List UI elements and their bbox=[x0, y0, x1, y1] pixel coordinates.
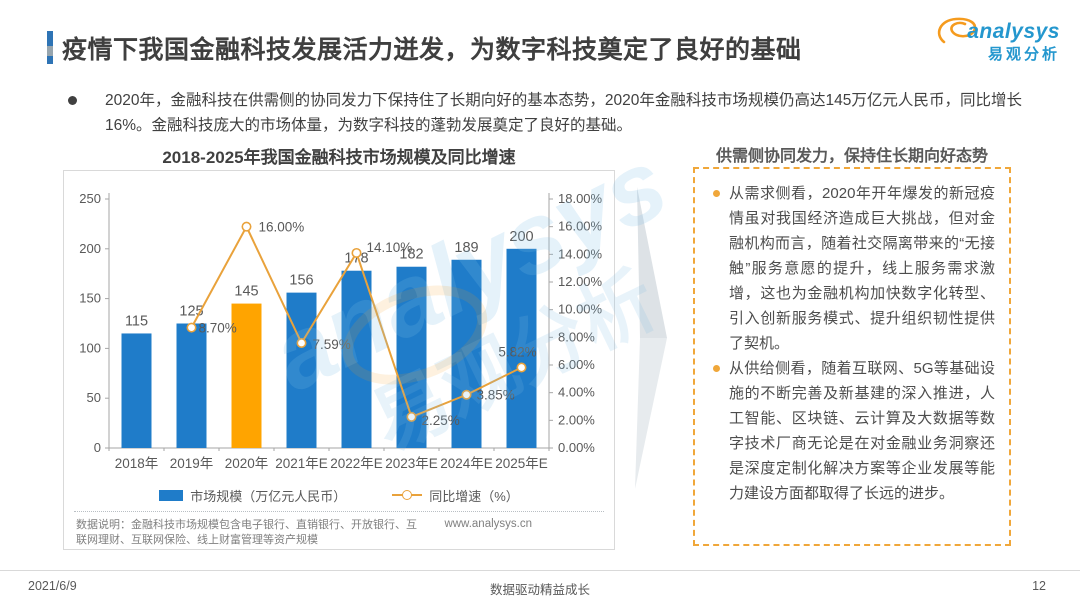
bar-line-chart: 0 50 100 150 200 250 0.00% 2.00% 4.00% 6.00% 8.00%… bbox=[79, 191, 603, 471]
line-marker bbox=[186, 322, 197, 333]
right-axis-tick-label: 4.00% bbox=[558, 385, 595, 400]
insight-item-demand: 从需求侧看，2020年开年爆发的新冠疫情虽对我国经济造成巨大挑战，但对金融机构而… bbox=[707, 181, 995, 356]
left-axis-tick-label: 50 bbox=[87, 390, 101, 405]
line-value-label: 7.59% bbox=[313, 337, 351, 352]
panel-heading: 供需侧协同发力，保持住长期向好态势 bbox=[715, 148, 988, 165]
summary-block: 2020年，金融科技在供需侧的协同发力下保持住了长期向好的基本态势，2020年金… bbox=[62, 88, 1022, 138]
chart-title: 2018-2025年我国金融科技市场规模及同比增速 bbox=[162, 148, 516, 167]
transition-arrow-icon bbox=[635, 187, 667, 489]
title-accent-bar bbox=[47, 31, 53, 64]
analysys-logo: analysys 易观分析 bbox=[932, 12, 1064, 66]
source-url[interactable]: www.analysys.cn bbox=[444, 518, 532, 530]
legend-bar-label: 市场规模（万亿元人民币） bbox=[190, 488, 347, 504]
data-note: 数据说明：金融科技市场规模包含电子银行、直销银行、开放银行、互联网理财、互联网保… bbox=[76, 519, 417, 546]
bar-value-label: 189 bbox=[454, 240, 478, 256]
legend-line-marker-icon bbox=[392, 490, 423, 500]
bar-2018年 bbox=[121, 333, 152, 448]
summary-text: 2020年，金融科技在供需侧的协同发力下保持住了长期向好的基本态势，2020年金… bbox=[105, 92, 1022, 134]
right-axis-tick-label: 14.00% bbox=[558, 246, 603, 261]
bar-2021年E bbox=[286, 292, 317, 448]
line-marker bbox=[461, 389, 472, 400]
bar-2022年E bbox=[341, 270, 372, 448]
line-value-label: 2.25% bbox=[422, 413, 460, 428]
legend-bar-swatch-icon bbox=[159, 489, 184, 501]
x-axis-category-label: 2022年E bbox=[330, 456, 383, 471]
page-number: 12 bbox=[1032, 579, 1046, 593]
left-axis-tick-label: 250 bbox=[79, 191, 101, 206]
logo-brand-text: analysys bbox=[967, 20, 1060, 43]
x-axis-category-label: 2018年 bbox=[115, 456, 159, 471]
insight-panel: 从需求侧看，2020年开年爆发的新冠疫情虽对我国经济造成巨大挑战，但对金融机构而… bbox=[693, 167, 1011, 546]
right-axis-tick-label: 8.00% bbox=[558, 329, 595, 344]
line-marker bbox=[406, 411, 417, 422]
bar-value-label: 145 bbox=[234, 284, 258, 300]
logo-swirl-icon bbox=[937, 17, 977, 44]
legend-line-label: 同比增速（%） bbox=[429, 488, 519, 504]
x-axis-category-label: 2020年 bbox=[225, 456, 269, 471]
right-axis-tick-label: 10.00% bbox=[558, 302, 603, 317]
bar-value-label: 200 bbox=[509, 229, 533, 245]
line-value-label: 16.00% bbox=[259, 220, 305, 235]
left-axis-tick-label: 200 bbox=[79, 241, 101, 256]
right-axis-tick-label: 16.00% bbox=[558, 219, 603, 234]
x-axis-category-label: 2023年E bbox=[385, 456, 438, 471]
insight-list: 从需求侧看，2020年开年爆发的新冠疫情虽对我国经济造成巨大挑战，但对金融机构而… bbox=[707, 181, 995, 506]
footer-slogan: 数据驱动精益成长 bbox=[489, 583, 590, 597]
line-marker bbox=[516, 362, 527, 373]
right-axis-tick-label: 2.00% bbox=[558, 412, 595, 427]
x-axis-category-label: 2024年E bbox=[440, 456, 493, 471]
footer: 2021/6/9 数据驱动精益成长 12 bbox=[0, 570, 1080, 608]
footer-date: 2021/6/9 bbox=[28, 579, 77, 593]
bar-2019年 bbox=[176, 323, 207, 448]
chart-note-divider bbox=[74, 511, 604, 512]
right-axis-tick-label: 18.00% bbox=[558, 191, 603, 206]
bar-value-label: 182 bbox=[399, 247, 423, 263]
line-value-label: 14.10% bbox=[367, 240, 413, 255]
legend-item-line: 同比增速（%） bbox=[392, 486, 519, 505]
bullet-dot-icon bbox=[68, 96, 77, 105]
chart-legend: 市场规模（万亿元人民币） 同比增速（%） bbox=[64, 483, 614, 507]
chart-container: 0 50 100 150 200 250 0.00% 2.00% 4.00% 6.00% 8.00%… bbox=[63, 170, 615, 550]
bar-2024年E bbox=[451, 259, 482, 448]
line-marker bbox=[351, 247, 362, 258]
left-axis-tick-label: 0 bbox=[94, 440, 101, 455]
x-axis-category-label: 2021年E bbox=[275, 456, 328, 471]
left-axis-tick-label: 150 bbox=[79, 291, 101, 306]
x-axis-category-label: 2025年E bbox=[495, 456, 548, 471]
bar-value-label: 115 bbox=[125, 313, 148, 329]
line-marker bbox=[241, 221, 252, 232]
bar-2025年E bbox=[506, 248, 537, 448]
bar-2020年 bbox=[231, 303, 262, 448]
right-axis-tick-label: 12.00% bbox=[558, 274, 603, 289]
line-value-label: 3.85% bbox=[477, 388, 515, 403]
insight-item-supply: 从供给侧看，随着互联网、5G等基础设施的不断完善及新基建的深入推进，人工智能、区… bbox=[707, 356, 995, 506]
line-value-label: 8.70% bbox=[199, 321, 237, 336]
header: 疫情下我国金融科技发展活力迸发，为数字科技奠定了良好的基础 analysys 易… bbox=[0, 0, 1080, 80]
legend-item-bar: 市场规模（万亿元人民币） bbox=[159, 486, 346, 505]
line-value-label: 5.82% bbox=[498, 344, 536, 359]
line-marker bbox=[296, 338, 307, 349]
x-axis-category-label: 2019年 bbox=[170, 456, 214, 471]
bar-value-label: 156 bbox=[289, 273, 313, 289]
right-axis-tick-label: 0.00% bbox=[558, 440, 595, 455]
left-axis-tick-label: 100 bbox=[79, 340, 101, 355]
logo-brand-cn-text: 易观分析 bbox=[987, 46, 1060, 63]
chart-note-row: 数据说明：金融科技市场规模包含电子银行、直销银行、开放银行、互联网理财、互联网保… bbox=[64, 512, 614, 548]
page-title: 疫情下我国金融科技发展活力迸发，为数字科技奠定了良好的基础 bbox=[62, 36, 802, 64]
right-axis-tick-label: 6.00% bbox=[558, 357, 595, 372]
